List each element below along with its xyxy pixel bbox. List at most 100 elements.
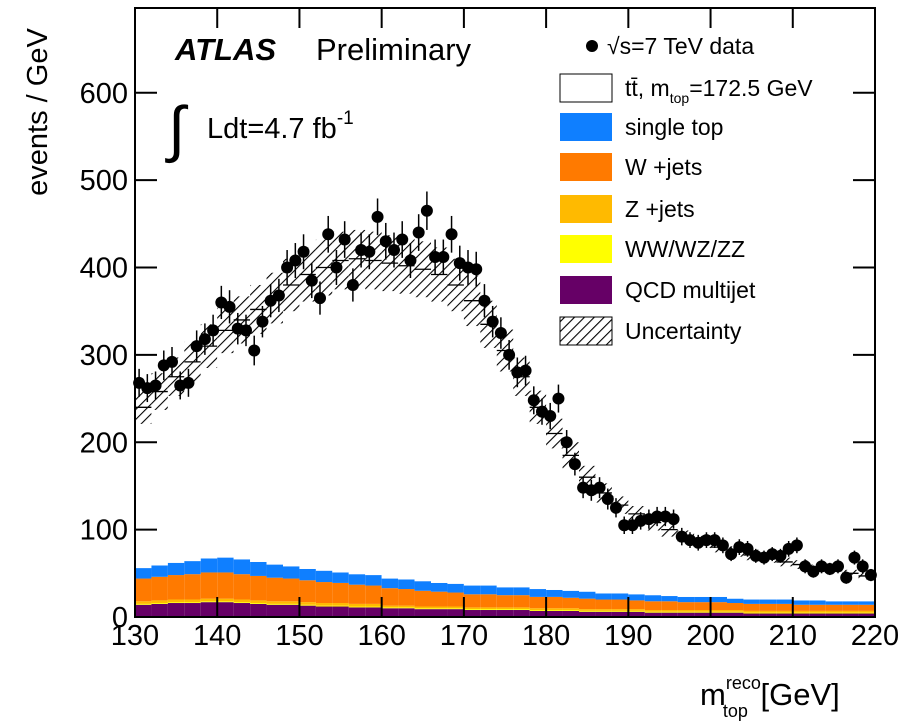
data-point [716,539,729,552]
stack-bar [365,260,382,576]
stack-bar [315,267,333,571]
data-point [198,333,211,346]
stack-bar [513,609,530,611]
stack-bar [332,572,349,583]
stack-bar [694,541,711,597]
data-point [182,376,195,389]
stack-bar [562,597,579,609]
stack-bar [463,607,481,610]
stack-bar [431,609,448,617]
stack-bar [792,600,810,605]
stack-bar [727,603,744,611]
stack-bar [595,492,612,594]
stack-bar [776,612,793,614]
stack-bar [546,610,563,617]
x-axis-label: mreco top [GeV] [700,673,840,721]
stack-bar [283,566,300,579]
legend-label: WW/WZ/ZZ [625,236,745,262]
x-tick-label: 220 [851,620,899,652]
stack-bar [595,611,612,617]
x-tick-label: 140 [193,620,241,652]
stack-bar [151,603,168,617]
data-point [519,364,532,377]
stack-bar [628,594,645,601]
data-point [330,261,343,274]
stack-bar [447,609,464,617]
data-point [314,292,326,305]
stack-bar [480,594,497,608]
stack-bar [595,609,612,611]
stack-bar [809,613,826,617]
x-tick-label: 160 [357,620,405,652]
data-point [429,251,442,264]
x-label-sub: top [723,701,748,721]
legend-label-part: tt̄, m [625,75,670,101]
stack-bar [184,603,201,617]
data-point [832,560,844,573]
uncertainty-band [217,307,234,354]
stack-bar [315,606,333,617]
stack-bar [825,601,843,605]
stack-bar [694,596,711,603]
uncertainty-band [315,239,333,296]
legend-swatch [560,113,612,141]
stack-bar [842,613,859,617]
stack-bar [858,604,875,611]
stack-bar [447,606,464,609]
stack-bar [809,604,826,611]
stack-bar [414,606,431,609]
stack-bar [414,269,431,582]
y-axis-label: events / GeV [22,28,54,196]
stack-bar [184,561,201,575]
uncertainty-band [546,418,563,449]
x-label-unit: [GeV] [752,677,840,712]
stack-bar [496,587,514,596]
stack-bar [644,522,662,596]
stack-bar [579,591,596,599]
data-point [240,324,252,337]
stack-bar [283,603,300,605]
stack-bar [332,606,349,617]
stack-bar [398,265,415,580]
stack-bar [759,612,777,614]
x-tick-label: 210 [769,620,817,652]
stack-bar [299,580,316,603]
stack-bar [776,603,793,611]
stack-bar [759,603,777,611]
stack-bar [546,589,563,597]
stack-bar [595,593,612,600]
stack-bar [381,588,399,606]
stack-bar [233,602,251,604]
stack-bar [233,319,251,560]
uncertainty-band [414,241,431,298]
stack-bar [315,570,333,583]
data-point [568,458,581,471]
stack-bar [644,612,662,617]
data-point [470,263,483,276]
stack-bar [135,568,152,579]
stack-bar [595,610,612,612]
legend-swatch [559,73,613,103]
stack-bar [858,610,875,613]
data-point [552,392,565,405]
stack-bar [825,570,843,602]
uncertainty-band [365,231,382,290]
legend-label: single top [625,114,723,140]
stack-bar [579,477,596,592]
stack-bar [480,607,497,610]
stack-bar [513,607,530,610]
axes: 130 140 150 160 170 180 190 200 210 220 0 100 200 300… [80,8,899,652]
uncertainty-band [463,275,481,327]
stack-bar [562,590,579,598]
data-point [190,340,203,353]
stack-bar [529,589,547,597]
stack-bar [135,407,152,569]
stack-bar [381,605,399,608]
stack-bar [529,610,547,617]
stack-bar [661,611,678,613]
stack-bar [332,582,349,604]
data-point [725,548,738,561]
stack-bar [463,609,481,611]
stack-bar [661,610,678,612]
stack-bar [167,575,185,600]
